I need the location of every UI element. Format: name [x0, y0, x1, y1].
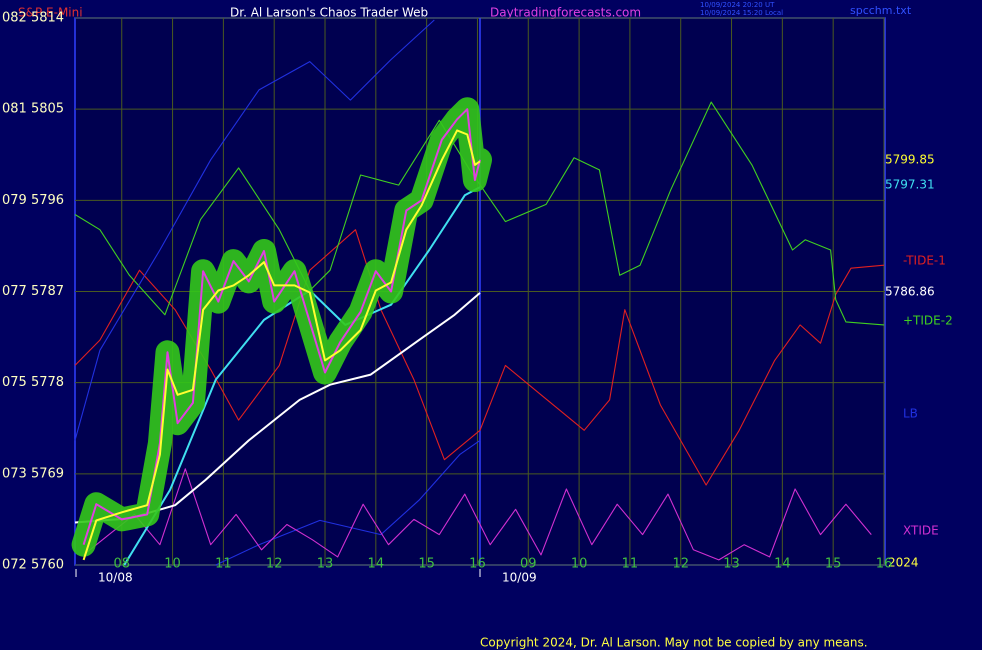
x-tick-label: 10 — [571, 557, 588, 572]
x-tick-label: 12 — [266, 557, 283, 572]
chart-title: Dr. Al Larson's Chaos Trader Web — [230, 6, 428, 20]
file-name: spcchm.txt — [850, 4, 912, 17]
y-tick-label: 072 5760 — [2, 558, 64, 573]
symbol: S&P E-Mini — [18, 6, 83, 20]
series-line — [74, 229, 885, 486]
last-value-label: 5786.86 — [885, 285, 935, 299]
series-line — [82, 108, 481, 545]
x-tick-label: 13 — [317, 557, 334, 572]
series-label: XTIDE — [903, 524, 939, 538]
year: 2024 — [888, 556, 919, 570]
y-tick-label: 081 5805 — [2, 102, 64, 117]
x-tick-label: 16 — [876, 557, 893, 572]
x-tick-label: 11 — [215, 557, 232, 572]
copyright: Copyright 2024, Dr. Al Larson. May not b… — [480, 636, 868, 650]
series-line — [215, 439, 481, 566]
y-tick-label: 073 5769 — [2, 466, 64, 481]
x-tick-label: 16 — [469, 557, 486, 572]
x-tick-label: 15 — [418, 557, 435, 572]
y-tick-label: 075 5778 — [2, 375, 64, 390]
website: Daytradingforecasts.com — [490, 6, 641, 20]
timestamp: 10/09/2024 20:20 UT — [700, 1, 775, 9]
x-tick-label: 15 — [825, 557, 842, 572]
y-tick-label: 077 5787 — [2, 284, 64, 299]
last-value-label: 5799.85 — [885, 153, 935, 167]
x-tick-label: 12 — [672, 557, 689, 572]
series-label: +TIDE-2 — [903, 314, 953, 328]
series-label: -TIDE-1 — [903, 254, 946, 268]
series-line — [74, 19, 435, 441]
y-tick-label: 082 5814 — [2, 11, 64, 26]
timestamp: 10/09/2024 15:20 Local — [700, 9, 783, 17]
series-line — [82, 129, 481, 561]
last-value-label: 5797.31 — [885, 178, 935, 192]
x-tick-label: 10 — [164, 557, 181, 572]
series-layer — [71, 19, 885, 566]
series-line — [123, 186, 481, 566]
x-tick-label: 11 — [622, 557, 639, 572]
y-tick-label: 079 5796 — [2, 193, 64, 208]
series-label: LB — [903, 407, 918, 421]
grid — [75, 17, 885, 566]
x-tick-label: 13 — [723, 557, 740, 572]
date-label: 10/09 — [502, 571, 537, 585]
series-line — [74, 101, 885, 326]
x-tick-label: 14 — [774, 557, 791, 572]
x-tick-label: 08 — [113, 557, 130, 572]
date-label: 10/08 — [98, 571, 133, 585]
series-line — [83, 468, 872, 561]
x-tick-label: 14 — [368, 557, 385, 572]
x-tick-label: 09 — [520, 557, 537, 572]
